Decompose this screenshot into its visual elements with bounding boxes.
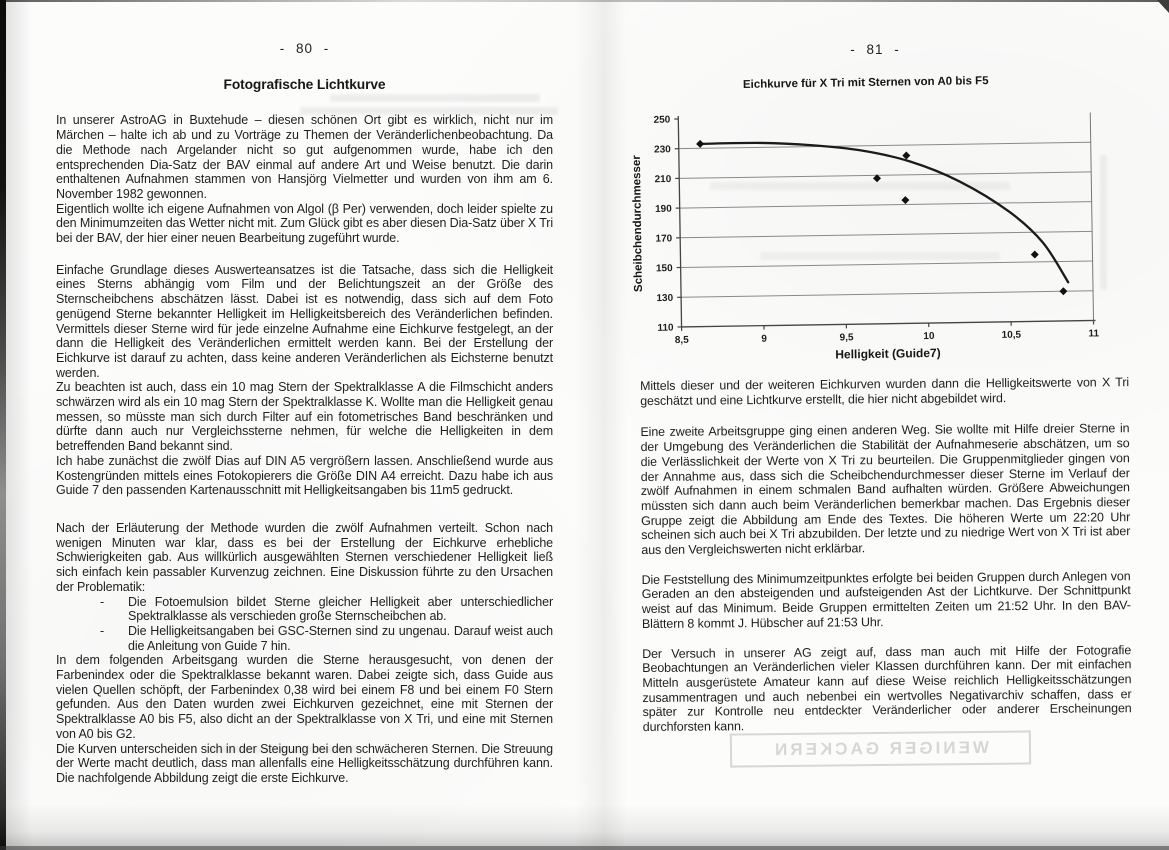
data-point-marker [902,151,911,160]
gridline [679,201,1092,209]
data-point-marker [1059,287,1068,296]
x-axis-line [681,319,1096,328]
article-heading: Fotografische Lichtkurve [223,76,386,92]
paragraph-problems: Nach der Erläuterung der Methode wurden … [56,520,553,594]
page-number-right: - 81 - [850,42,900,57]
calibration-curve-chart: Eichkurve für X Tri mit Sternen von A0 b… [626,72,1111,380]
paragraph-lightcurve: Mittels dieser und der weiteren Eichkurv… [640,375,1130,408]
ghost-reversed-text: WENIGER GACKERN [729,730,1032,768]
x-tick-label: 10 [923,331,935,342]
chart-plot-area: 110 130 150 170 190 210 230 250 8,5 9 9,5 10 10,5 11 S… [631,112,1100,362]
y-axis-line [677,115,683,327]
x-axis-label: Helligkeit (Guide7) [835,346,941,362]
y-tick-label: 230 [654,144,671,155]
ghost-bleed-line [1100,155,1107,290]
paragraph-conclusion: Der Versuch in unserer AG zeigt auf, das… [642,642,1132,735]
bullet-dash: - [100,594,105,609]
paragraph-method: Einfache Grundlage dieses Auswerteansatz… [56,262,553,498]
page-number-left: - 80 - [279,41,330,56]
gridline [679,171,1092,179]
ghost-bleed-line [330,94,540,102]
scan-edge-bottom [0,846,1169,850]
right-page: Mittels dieser und der weiteren Eichkurv… [640,375,1132,735]
scan-edge-top [0,0,1169,2]
y-tick-label: 250 [654,115,671,126]
y-axis-label: Scheibchendurchmesser [631,155,645,292]
ghost-bleed-line [710,182,1010,190]
plot-right-border [1089,112,1095,321]
paragraph-second-group: Eine zweite Arbeitsgruppe ging einen and… [640,421,1131,558]
y-tick-labels: 110 130 150 170 190 210 230 250 [654,115,682,334]
y-tick-label: 210 [654,174,671,185]
y-tick-label: 170 [655,233,672,244]
gridline [680,230,1093,239]
problem-list: - Die Fotoemulsion bildet Sterne gleiche… [56,595,553,654]
data-point-marker [873,174,882,183]
trend-curve [698,141,1070,284]
x-tick-label: 9,5 [840,332,855,343]
chart-title: Eichkurve für X Tri mit Sternen von A0 b… [742,75,989,91]
data-point-marker [696,139,705,148]
bullet-dash: - [100,623,105,638]
ghost-bleed-line [300,107,558,115]
ghost-bleed-line [760,252,1000,260]
gridline [681,290,1094,298]
scan-edge-bottom-shadow [0,804,1169,850]
gridline [678,141,1091,150]
y-tick-label: 190 [655,204,672,215]
left-page: - 80 - Fotografische Lichtkurve In unser… [56,41,553,786]
list-item: - Die Helligkeitsangaben bei GSC-Sternen… [56,624,553,653]
scan-corner-mark [1157,0,1169,13]
x-tick-label: 8,5 [675,335,690,346]
paragraph-intro: In unserer AstroAG in Buxtehude – diesen… [56,113,553,246]
x-tick-label: 11 [1088,328,1099,339]
y-tick-label: 110 [657,323,674,334]
scan-edge-left-shadow [6,0,32,850]
y-tick-label: 150 [656,263,673,274]
list-item-text: Die Fotoemulsion bildet Sterne gleicher … [128,594,553,624]
x-tick-label: 10,5 [1002,330,1022,341]
data-points [696,139,1068,296]
list-item-text: Die Helligkeitsangaben bei GSC-Sternen s… [128,623,553,653]
data-point-marker [901,196,910,205]
x-tick-label: 9 [761,334,767,345]
gridline [680,260,1093,269]
x-tick-labels: 8,5 9 9,5 10 10,5 11 [675,320,1100,346]
data-point-marker [1030,250,1039,259]
paragraph-minimum: Die Feststellung des Minimumzeitpunktes … [641,568,1131,631]
page-seam [575,0,627,850]
gridlines [678,141,1094,298]
scan-edge-left [0,0,6,850]
paragraph-workflow: In dem folgenden Arbeitsgang wurden die … [56,653,553,785]
y-tick-label: 130 [656,293,673,304]
list-item: - Die Fotoemulsion bildet Sterne gleiche… [56,595,553,624]
ghost-bleed-line [205,746,355,753]
